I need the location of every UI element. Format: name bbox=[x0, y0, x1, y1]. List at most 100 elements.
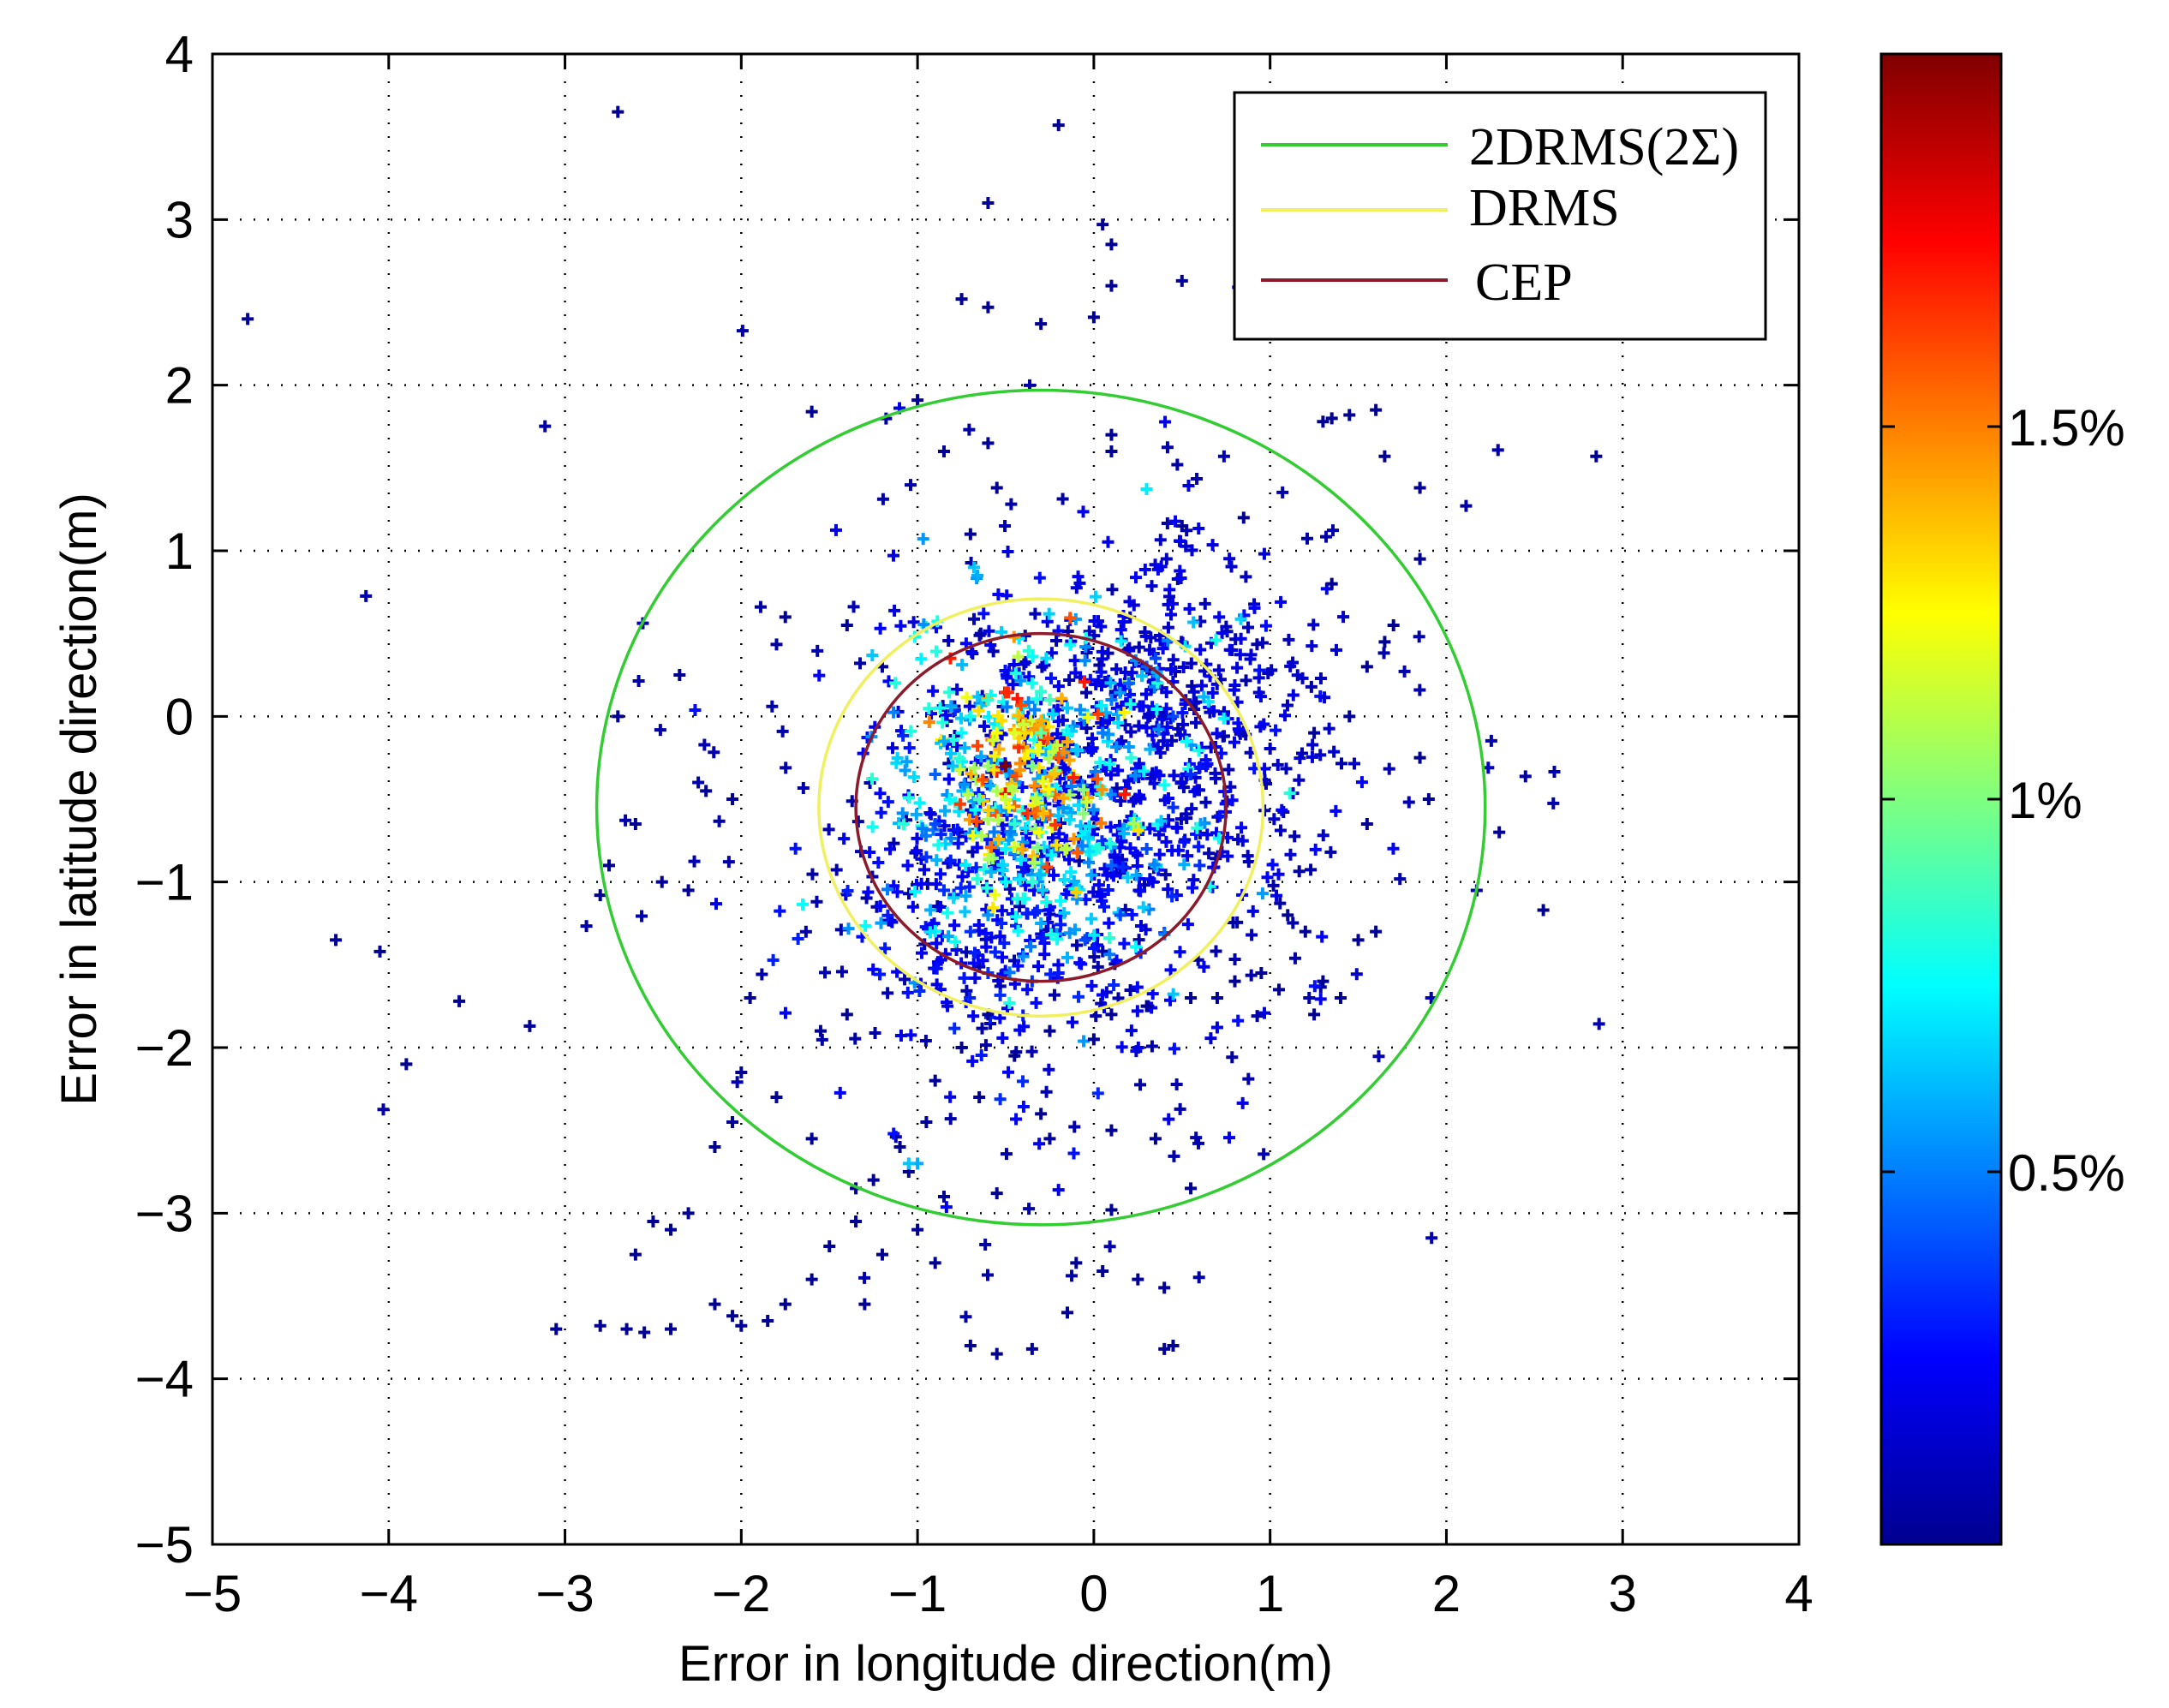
data-point bbox=[1324, 845, 1337, 858]
data-point bbox=[1065, 866, 1078, 879]
data-point bbox=[1023, 1203, 1036, 1215]
data-point bbox=[1547, 797, 1560, 809]
data-point bbox=[1118, 937, 1131, 950]
data-point bbox=[937, 1191, 950, 1203]
data-point bbox=[874, 899, 887, 912]
data-point bbox=[905, 725, 917, 738]
data-point bbox=[1276, 803, 1288, 816]
circle-cep bbox=[854, 631, 1228, 983]
data-point bbox=[995, 917, 1008, 930]
data-point bbox=[1181, 918, 1194, 931]
data-point bbox=[1098, 863, 1111, 875]
data-point bbox=[1007, 784, 1019, 797]
data-point bbox=[977, 607, 990, 620]
data-point bbox=[1160, 835, 1173, 848]
data-point bbox=[927, 684, 940, 697]
data-point bbox=[1134, 1078, 1147, 1091]
data-point bbox=[903, 887, 916, 900]
data-point bbox=[960, 691, 973, 704]
data-point bbox=[1149, 1132, 1162, 1145]
data-point bbox=[867, 963, 880, 976]
data-point bbox=[980, 941, 993, 953]
data-point bbox=[1129, 571, 1142, 584]
data-point bbox=[1025, 1342, 1038, 1355]
data-point bbox=[996, 1031, 1009, 1044]
data-point bbox=[1050, 839, 1063, 851]
data-point bbox=[995, 905, 1008, 917]
data-point bbox=[976, 1022, 989, 1035]
data-point bbox=[1163, 583, 1176, 596]
data-point bbox=[1377, 647, 1390, 660]
data-point bbox=[929, 1257, 941, 1269]
data-point bbox=[1132, 720, 1145, 732]
data-point bbox=[940, 1201, 953, 1214]
data-point bbox=[969, 971, 982, 984]
data-point bbox=[1092, 879, 1105, 892]
data-point bbox=[911, 1223, 924, 1236]
data-point bbox=[1160, 552, 1173, 565]
data-point bbox=[682, 884, 695, 897]
data-point bbox=[1283, 787, 1296, 800]
data-point bbox=[978, 720, 991, 732]
data-point bbox=[1258, 1006, 1270, 1019]
data-point bbox=[1206, 686, 1219, 699]
data-point bbox=[1413, 481, 1426, 494]
data-point bbox=[1337, 611, 1350, 624]
data-point bbox=[1058, 906, 1071, 919]
data-point bbox=[1316, 930, 1329, 943]
data-point bbox=[1013, 1024, 1026, 1036]
data-point bbox=[1236, 834, 1249, 847]
data-point bbox=[944, 854, 957, 867]
data-point bbox=[959, 858, 972, 871]
data-point bbox=[959, 890, 972, 903]
data-point bbox=[981, 881, 994, 894]
circle-2drms-2- bbox=[595, 388, 1487, 1227]
data-point bbox=[1183, 602, 1196, 615]
data-point bbox=[1186, 544, 1198, 557]
data-point bbox=[1017, 719, 1030, 731]
data-point bbox=[987, 645, 1000, 658]
data-point bbox=[1035, 1108, 1048, 1120]
data-point bbox=[1153, 848, 1166, 861]
data-point bbox=[1029, 791, 1042, 804]
data-point bbox=[988, 826, 1001, 839]
data-point bbox=[969, 803, 982, 816]
data-point bbox=[976, 829, 989, 842]
data-point bbox=[1178, 858, 1191, 871]
data-point bbox=[879, 942, 892, 955]
data-point bbox=[1025, 1045, 1038, 1058]
data-point bbox=[779, 1298, 792, 1311]
data-point bbox=[1493, 826, 1506, 839]
data-point bbox=[990, 785, 1003, 797]
data-point bbox=[1258, 718, 1270, 731]
data-point bbox=[1394, 873, 1407, 886]
data-point bbox=[919, 829, 932, 842]
data-point bbox=[1204, 1032, 1217, 1045]
data-point bbox=[1032, 960, 1045, 973]
data-point bbox=[1261, 871, 1274, 884]
data-point bbox=[992, 833, 1005, 845]
data-point bbox=[1172, 844, 1185, 857]
data-point bbox=[1071, 939, 1084, 952]
data-point bbox=[1334, 992, 1347, 1004]
data-point bbox=[1110, 663, 1123, 676]
data-point bbox=[1139, 630, 1152, 642]
data-point bbox=[780, 761, 792, 774]
data-point bbox=[982, 1269, 994, 1281]
data-point bbox=[937, 884, 950, 897]
data-point bbox=[1096, 653, 1108, 666]
data-point bbox=[1105, 1203, 1118, 1216]
data-point bbox=[1158, 779, 1171, 791]
data-point bbox=[1288, 952, 1301, 964]
data-point bbox=[881, 883, 893, 896]
data-point bbox=[1048, 869, 1060, 881]
data-point bbox=[906, 900, 919, 913]
data-point bbox=[523, 1019, 536, 1032]
data-point bbox=[1264, 743, 1276, 755]
data-point bbox=[1187, 874, 1200, 887]
data-point bbox=[1287, 656, 1300, 669]
data-point bbox=[1029, 607, 1042, 620]
data-point bbox=[1162, 621, 1174, 634]
data-point bbox=[975, 1048, 988, 1061]
data-point bbox=[1201, 828, 1214, 841]
